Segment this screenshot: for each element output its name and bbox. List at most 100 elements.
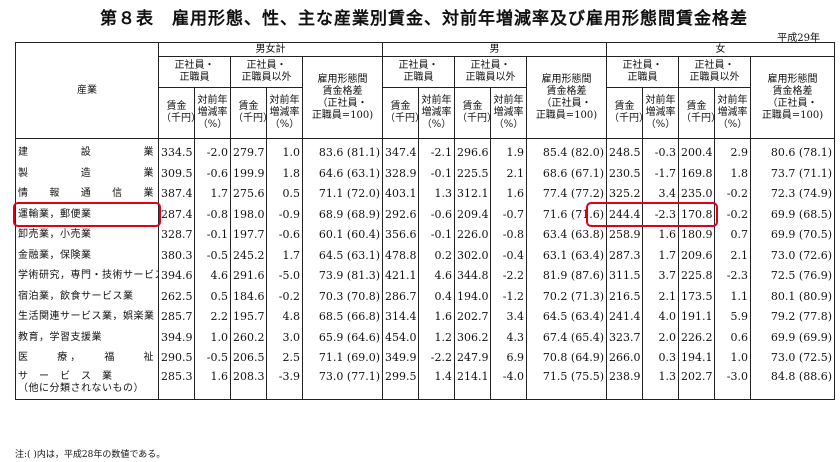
industry-name: 教育，学習支援業 <box>15 327 159 348</box>
gap-cell: 73.0 (77.1) <box>302 368 383 400</box>
change-cell: 0.7 <box>714 225 751 246</box>
change-cell: 1.6 <box>642 225 679 246</box>
spacer-cell <box>750 138 835 143</box>
wage-cell: 197.7 <box>230 225 267 246</box>
wage-cell: 262.5 <box>158 286 195 307</box>
change-cell: 1.6 <box>490 184 527 205</box>
wage-cell: 387.4 <box>158 184 195 205</box>
table-row: サ ー ビ ス 業（他に分類されないもの） 285.3 1.6 208.3 -3.9 73… <box>15 368 835 400</box>
change-cell: 0.4 <box>418 286 455 307</box>
gap-cell: 84.8 (88.6) <box>750 368 835 400</box>
table-header: 産業 男女計男女正社員・ 正職員 正社員・ 正職員以外 雇用形態間 賃金格差 （正社員・ 正職員… <box>15 42 835 139</box>
wage-cell: 170.8 <box>678 204 715 225</box>
header-gap: 雇用形態間 賃金格差 （正社員・ 正職員=100) <box>302 56 383 139</box>
wage-cell: 184.6 <box>230 286 267 307</box>
table-row: 卸売業，小売業 328.7 -0.1 197.7 -0.6 60.1 (60.4) 356.… <box>15 225 835 246</box>
change-cell: 1.6 <box>418 307 455 328</box>
gap-cell: 63.1 (63.4) <box>526 245 607 266</box>
change-cell: 0.5 <box>266 184 303 205</box>
wage-cell: 394.6 <box>158 266 195 287</box>
wage-cell: 334.5 <box>158 143 195 164</box>
gap-cell: 65.9 (64.6) <box>302 327 383 348</box>
wage-cell: 209.6 <box>678 245 715 266</box>
change-cell: -0.3 <box>642 143 679 164</box>
header-regular: 正社員・ 正職員 <box>606 56 679 88</box>
change-cell: 0.2 <box>418 245 455 266</box>
change-cell: -0.6 <box>418 204 455 225</box>
wage-cell: 226.0 <box>454 225 491 246</box>
change-cell: 1.1 <box>714 286 751 307</box>
gap-cell: 64.5 (63.4) <box>526 307 607 328</box>
wage-cell: 266.0 <box>606 348 643 369</box>
table-row: 金融業，保険業 380.3 -0.5 245.2 1.7 64.5 (63.1) 478.8… <box>15 245 835 266</box>
change-cell: -2.2 <box>418 348 455 369</box>
wage-cell: 200.4 <box>678 143 715 164</box>
change-cell: -0.5 <box>194 348 231 369</box>
change-cell: -0.2 <box>714 184 751 205</box>
gap-cell: 73.9 (81.3) <box>302 266 383 287</box>
change-cell: -0.2 <box>714 204 751 225</box>
wage-cell: 206.5 <box>230 348 267 369</box>
change-cell: -0.8 <box>490 225 527 246</box>
gap-cell: 60.1 (60.4) <box>302 225 383 246</box>
header-wage: 賃金（千円） <box>158 87 195 139</box>
gap-cell: 73.7 (71.1) <box>750 163 835 184</box>
industry-name: 建 設 業 <box>15 143 159 164</box>
header-change: 対前年 増減率 （%） <box>418 87 455 139</box>
table-row: 教育，学習支援業 394.9 1.0 260.2 3.0 65.9 (64.6) 454.0… <box>15 327 835 348</box>
change-cell: 2.2 <box>194 307 231 328</box>
gap-cell: 63.4 (63.8) <box>526 225 607 246</box>
wage-cell: 292.6 <box>382 204 419 225</box>
wage-cell: 244.4 <box>606 204 643 225</box>
wage-cell: 306.2 <box>454 327 491 348</box>
wage-cell: 287.3 <box>606 245 643 266</box>
wage-cell: 311.5 <box>606 266 643 287</box>
header-wage: 賃金（千円） <box>454 87 491 139</box>
change-cell: -2.1 <box>418 143 455 164</box>
wage-cell: 290.5 <box>158 348 195 369</box>
change-cell: -0.8 <box>194 204 231 225</box>
change-cell: -0.1 <box>418 163 455 184</box>
change-cell: 1.9 <box>490 143 527 164</box>
wage-cell: 454.0 <box>382 327 419 348</box>
gap-cell: 68.9 (68.9) <box>302 204 383 225</box>
gap-cell: 69.9 (69.9) <box>750 327 835 348</box>
gap-cell: 80.1 (80.9) <box>750 286 835 307</box>
wage-cell: 328.7 <box>158 225 195 246</box>
wage-cell: 208.3 <box>230 368 267 400</box>
wage-cell: 312.1 <box>454 184 491 205</box>
header-regular: 正社員・ 正職員 <box>382 56 455 88</box>
change-cell: -0.5 <box>194 245 231 266</box>
gap-cell: 85.4 (82.0) <box>526 143 607 164</box>
header-wage: 賃金（千円） <box>382 87 419 139</box>
industry-name: 生活関連サービス業，娯楽業 <box>15 307 159 328</box>
industry-name: 金融業，保険業 <box>15 245 159 266</box>
header-nonregular: 正社員・ 正職員以外 <box>678 56 751 88</box>
change-cell: 1.3 <box>642 368 679 400</box>
header-industry: 産業 <box>15 42 159 139</box>
change-cell: 1.8 <box>714 163 751 184</box>
wage-cell: 258.9 <box>606 225 643 246</box>
wage-cell: 403.1 <box>382 184 419 205</box>
wage-cell: 356.6 <box>382 225 419 246</box>
industry-name: サ ー ビ ス 業（他に分類されないもの） <box>15 368 159 400</box>
gap-cell: 67.4 (65.4) <box>526 327 607 348</box>
header-wage: 賃金（千円） <box>678 87 715 139</box>
wage-cell: 347.4 <box>382 143 419 164</box>
wage-cell: 296.6 <box>454 143 491 164</box>
wage-cell: 198.0 <box>230 204 267 225</box>
gap-cell: 72.5 (76.9) <box>750 266 835 287</box>
industry-name: 情 報 通 信 業 <box>15 184 159 205</box>
wage-cell: 194.0 <box>454 286 491 307</box>
change-cell: -1.2 <box>490 286 527 307</box>
footnote: 注:( )内は，平成28年の数値である。 <box>15 450 166 460</box>
wage-cell: 478.8 <box>382 245 419 266</box>
table-title: 第８表 雇用形態、性、主な産業別賃金、対前年増減率及び雇用形態間賃金格差 <box>100 9 748 29</box>
change-cell: 3.4 <box>490 307 527 328</box>
change-cell: 6.9 <box>490 348 527 369</box>
industry-name: 宿泊業，飲食サービス業 <box>15 286 159 307</box>
wage-cell: 286.7 <box>382 286 419 307</box>
change-cell: -0.4 <box>490 245 527 266</box>
gap-cell: 72.3 (74.9) <box>750 184 835 205</box>
